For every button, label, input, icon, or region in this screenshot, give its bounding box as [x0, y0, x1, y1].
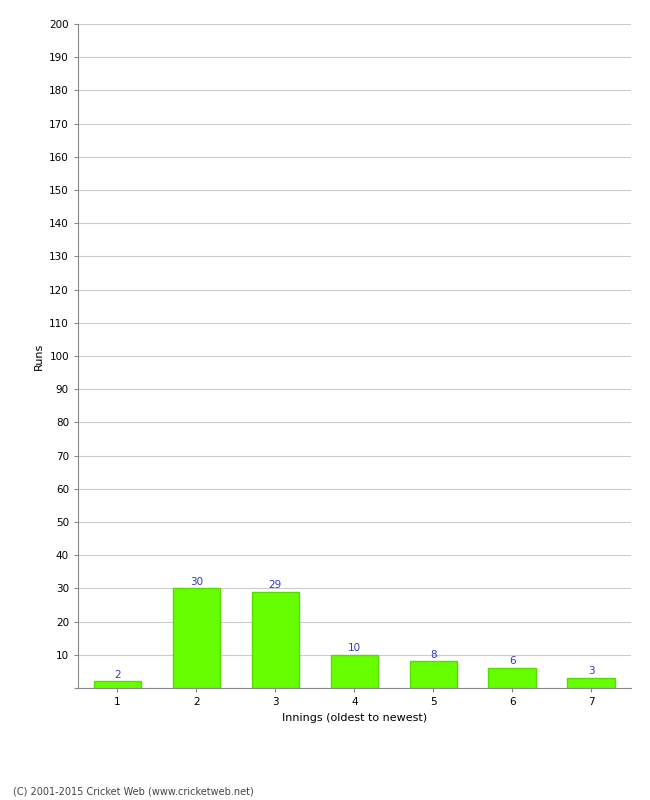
Text: (C) 2001-2015 Cricket Web (www.cricketweb.net): (C) 2001-2015 Cricket Web (www.cricketwe… — [13, 786, 254, 796]
Bar — [488, 668, 536, 688]
Text: 8: 8 — [430, 650, 437, 660]
X-axis label: Innings (oldest to newest): Innings (oldest to newest) — [281, 713, 427, 722]
Bar — [173, 589, 220, 688]
Text: 6: 6 — [509, 657, 515, 666]
Bar — [94, 682, 141, 688]
Bar — [410, 662, 457, 688]
Text: 30: 30 — [190, 577, 203, 586]
Y-axis label: Runs: Runs — [34, 342, 44, 370]
Bar — [331, 654, 378, 688]
Text: 2: 2 — [114, 670, 121, 680]
Text: 3: 3 — [588, 666, 594, 676]
Bar — [567, 678, 615, 688]
Text: 10: 10 — [348, 643, 361, 653]
Bar — [252, 592, 299, 688]
Text: 29: 29 — [268, 580, 282, 590]
